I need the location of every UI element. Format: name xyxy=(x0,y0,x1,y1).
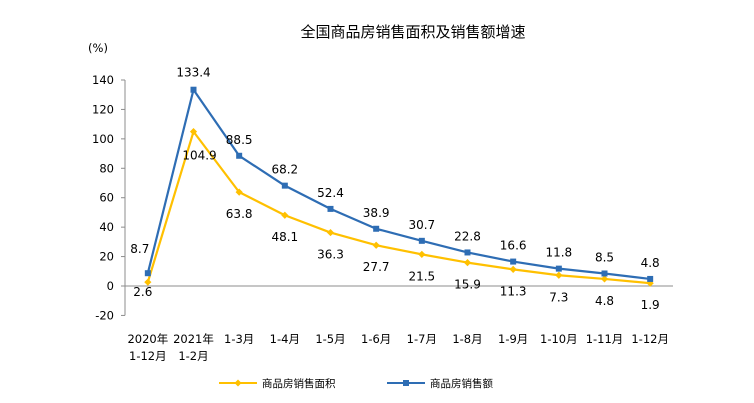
data-label: 22.8 xyxy=(454,229,481,243)
y-tick-label: -20 xyxy=(95,308,114,322)
data-label: 11.8 xyxy=(545,246,572,260)
data-point xyxy=(327,205,334,212)
legend-label-1: 商品房销售额 xyxy=(430,377,493,390)
axes: -20 0 20 40 60 80 100 120 140 2020年 1-12月 2021年 1-2月… xyxy=(92,73,673,363)
data-point xyxy=(418,250,426,258)
x-tick-label: 1-12月 xyxy=(129,349,167,363)
x-tick-label: 1-8月 xyxy=(452,332,482,346)
data-point xyxy=(326,228,335,237)
x-tick-label: 1-2月 xyxy=(178,349,208,363)
y-tick-label: 20 xyxy=(99,250,114,264)
data-point xyxy=(601,270,608,277)
data-point xyxy=(189,128,198,136)
data-point xyxy=(281,211,289,219)
data-point xyxy=(464,249,471,256)
x-tick-label: 1-7月 xyxy=(407,332,437,346)
data-label: 36.3 xyxy=(317,248,344,262)
data-label: 21.5 xyxy=(408,269,435,283)
data-label: 4.8 xyxy=(641,256,660,270)
series-line-0 xyxy=(146,130,651,285)
chart-title: 全国商品房销售面积及销售额增速 xyxy=(300,23,525,41)
data-point xyxy=(509,265,517,273)
data-label: 7.3 xyxy=(549,290,568,304)
y-tick-label: 0 xyxy=(107,279,114,293)
data-point xyxy=(236,152,243,159)
data-point xyxy=(555,271,563,279)
x-tick-label: 1-9月 xyxy=(498,332,528,346)
data-label: 104.9 xyxy=(182,149,216,163)
series-layer xyxy=(144,86,654,287)
x-tick-label: 1-10月 xyxy=(540,332,578,346)
data-label: 27.7 xyxy=(363,260,390,274)
data-label: 48.1 xyxy=(271,230,298,244)
data-label: 30.7 xyxy=(408,218,435,232)
x-tick-label: 1-3月 xyxy=(224,332,254,346)
data-label: 2.6 xyxy=(133,285,152,299)
x-tick-label: 1-4月 xyxy=(270,332,300,346)
data-label: 1.9 xyxy=(641,298,660,312)
legend-label-0: 商品房销售面积 xyxy=(262,377,336,390)
data-point xyxy=(235,188,243,196)
data-label: 15.9 xyxy=(454,278,481,292)
y-axis-unit-label: (%) xyxy=(88,41,108,55)
data-point xyxy=(144,278,152,286)
data-point xyxy=(555,265,562,272)
data-labels: 2.6 104.9 63.8 48.1 36.3 27.7 21.5 15.9 11.3 7.3 4… xyxy=(130,66,659,312)
data-label: 8.7 xyxy=(130,242,149,256)
y-tick-label: 80 xyxy=(99,161,114,175)
data-label: 68.2 xyxy=(271,163,298,177)
data-label: 52.4 xyxy=(317,186,344,200)
x-tick-label: 1-6月 xyxy=(361,332,391,346)
y-tick-label: 120 xyxy=(92,102,114,116)
x-tick-label: 1-5月 xyxy=(315,332,345,346)
data-point xyxy=(281,182,288,189)
data-label: 88.5 xyxy=(226,133,253,147)
data-point xyxy=(647,275,654,282)
y-tick-label: 140 xyxy=(92,73,114,87)
data-label: 38.9 xyxy=(363,206,390,220)
data-point xyxy=(144,270,151,277)
data-point xyxy=(463,259,472,267)
data-label: 63.8 xyxy=(226,207,253,221)
y-tick-label: 60 xyxy=(99,191,114,205)
x-tick-label: 1-12月 xyxy=(631,332,669,346)
data-point xyxy=(190,86,197,93)
legend-marker-1 xyxy=(403,380,409,386)
data-point xyxy=(373,225,380,232)
y-tick-label: 100 xyxy=(92,132,114,146)
data-label: 8.5 xyxy=(595,250,614,264)
legend-marker-0 xyxy=(234,379,242,387)
data-label: 16.6 xyxy=(500,239,527,253)
data-label: 4.8 xyxy=(595,294,614,308)
data-point xyxy=(418,237,425,244)
data-point xyxy=(600,275,609,283)
x-tick-label: 1-11月 xyxy=(586,332,624,346)
series-line-1 xyxy=(146,88,651,281)
data-point xyxy=(372,241,380,249)
x-tick-label: 2021年 xyxy=(173,332,214,346)
y-tick-label: 40 xyxy=(99,220,114,234)
data-point xyxy=(510,258,517,265)
data-label: 11.3 xyxy=(500,284,527,298)
data-label: 133.4 xyxy=(176,66,210,80)
x-tick-label: 2020年 xyxy=(127,332,168,346)
legend: 商品房销售面积 商品房销售额 xyxy=(219,377,493,390)
